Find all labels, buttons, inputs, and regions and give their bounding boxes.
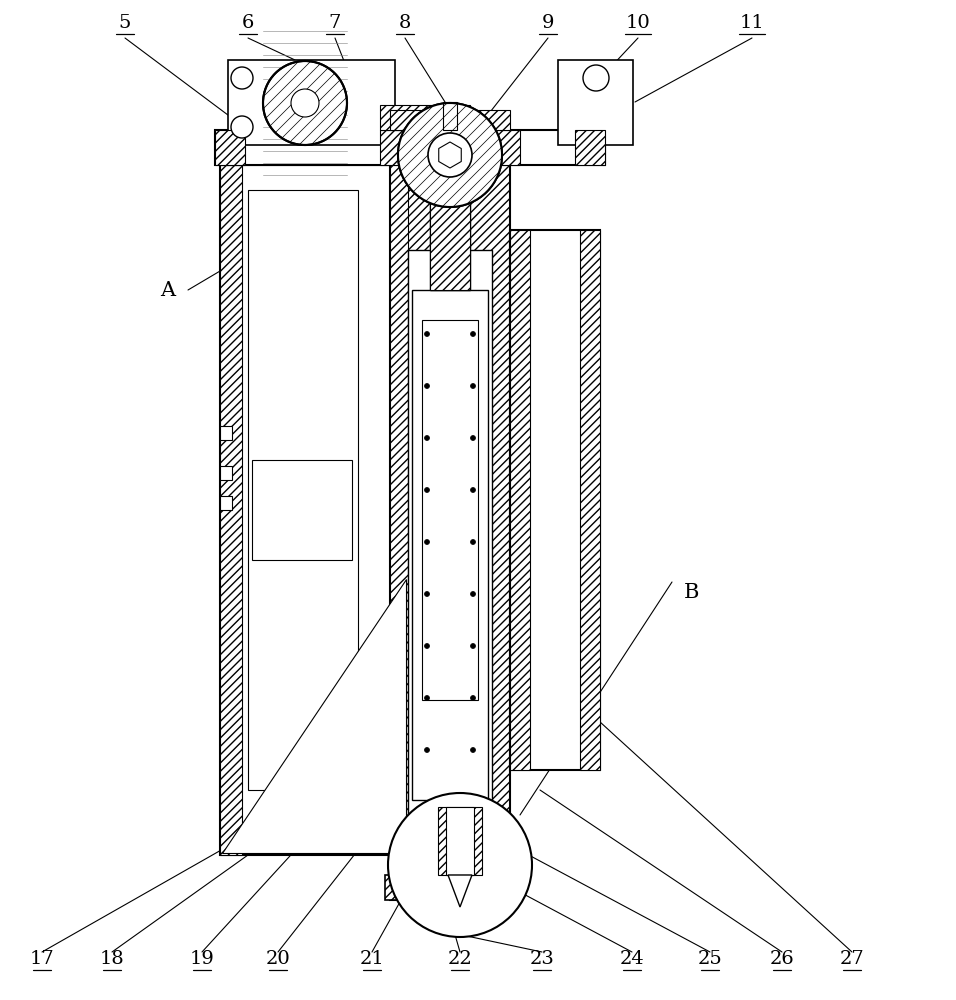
Circle shape bbox=[398, 103, 502, 207]
Bar bbox=[575, 130, 605, 165]
Text: 25: 25 bbox=[698, 950, 723, 968]
Bar bbox=[380, 130, 520, 165]
Bar bbox=[380, 105, 470, 130]
Bar bbox=[438, 807, 482, 875]
Bar bbox=[408, 250, 492, 880]
Circle shape bbox=[428, 133, 472, 177]
Circle shape bbox=[424, 436, 429, 440]
Circle shape bbox=[424, 591, 429, 596]
Text: 11: 11 bbox=[740, 14, 765, 32]
Circle shape bbox=[470, 540, 475, 544]
Bar bbox=[510, 230, 600, 770]
Circle shape bbox=[424, 383, 429, 388]
Text: 22: 22 bbox=[447, 950, 472, 968]
Bar bbox=[390, 110, 510, 130]
Circle shape bbox=[470, 383, 475, 388]
Bar bbox=[215, 130, 605, 165]
Circle shape bbox=[424, 540, 429, 544]
Circle shape bbox=[424, 748, 429, 752]
Bar bbox=[248, 190, 358, 790]
Text: B: B bbox=[684, 582, 700, 601]
Text: 9: 9 bbox=[542, 14, 554, 32]
Circle shape bbox=[424, 488, 429, 492]
Circle shape bbox=[263, 61, 347, 145]
Circle shape bbox=[470, 748, 475, 752]
Text: 18: 18 bbox=[99, 950, 124, 968]
Text: 6: 6 bbox=[242, 14, 254, 32]
Text: 5: 5 bbox=[119, 14, 131, 32]
Bar bbox=[408, 165, 430, 855]
Bar bbox=[220, 496, 232, 510]
Circle shape bbox=[388, 793, 532, 937]
Circle shape bbox=[424, 644, 429, 648]
Bar bbox=[220, 466, 232, 480]
Circle shape bbox=[263, 61, 347, 145]
Circle shape bbox=[470, 696, 475, 700]
Text: 17: 17 bbox=[30, 950, 54, 968]
Bar bbox=[422, 320, 478, 700]
Circle shape bbox=[231, 116, 253, 138]
Polygon shape bbox=[448, 875, 472, 907]
Circle shape bbox=[470, 644, 475, 648]
Bar bbox=[443, 102, 457, 130]
Bar bbox=[220, 165, 242, 855]
Text: 20: 20 bbox=[266, 950, 291, 968]
Bar bbox=[430, 190, 470, 290]
Bar bbox=[580, 230, 600, 770]
Circle shape bbox=[398, 103, 502, 207]
Bar bbox=[220, 165, 430, 855]
Bar bbox=[390, 130, 510, 900]
Circle shape bbox=[424, 696, 429, 700]
Text: 8: 8 bbox=[399, 14, 411, 32]
Circle shape bbox=[470, 436, 475, 440]
Text: A: A bbox=[161, 280, 176, 300]
Bar bbox=[252, 460, 352, 560]
Text: 7: 7 bbox=[329, 14, 341, 32]
Circle shape bbox=[424, 332, 429, 336]
Circle shape bbox=[583, 65, 609, 91]
Text: 24: 24 bbox=[619, 950, 644, 968]
Bar bbox=[228, 60, 395, 145]
Bar bbox=[385, 875, 515, 900]
Bar bbox=[558, 60, 633, 145]
Circle shape bbox=[470, 332, 475, 336]
Bar bbox=[446, 807, 474, 875]
Text: 27: 27 bbox=[839, 950, 864, 968]
Circle shape bbox=[231, 67, 253, 89]
Bar bbox=[430, 190, 470, 290]
Circle shape bbox=[291, 89, 319, 117]
Text: 10: 10 bbox=[625, 14, 650, 32]
Bar bbox=[220, 426, 232, 440]
Bar bbox=[510, 230, 530, 770]
Text: 23: 23 bbox=[530, 950, 554, 968]
Bar bbox=[215, 130, 245, 165]
Text: 26: 26 bbox=[770, 950, 794, 968]
Circle shape bbox=[470, 591, 475, 596]
Text: 19: 19 bbox=[189, 950, 214, 968]
Polygon shape bbox=[439, 142, 461, 168]
Text: 21: 21 bbox=[359, 950, 384, 968]
Circle shape bbox=[470, 488, 475, 492]
Bar bbox=[412, 290, 488, 800]
Polygon shape bbox=[222, 579, 406, 853]
